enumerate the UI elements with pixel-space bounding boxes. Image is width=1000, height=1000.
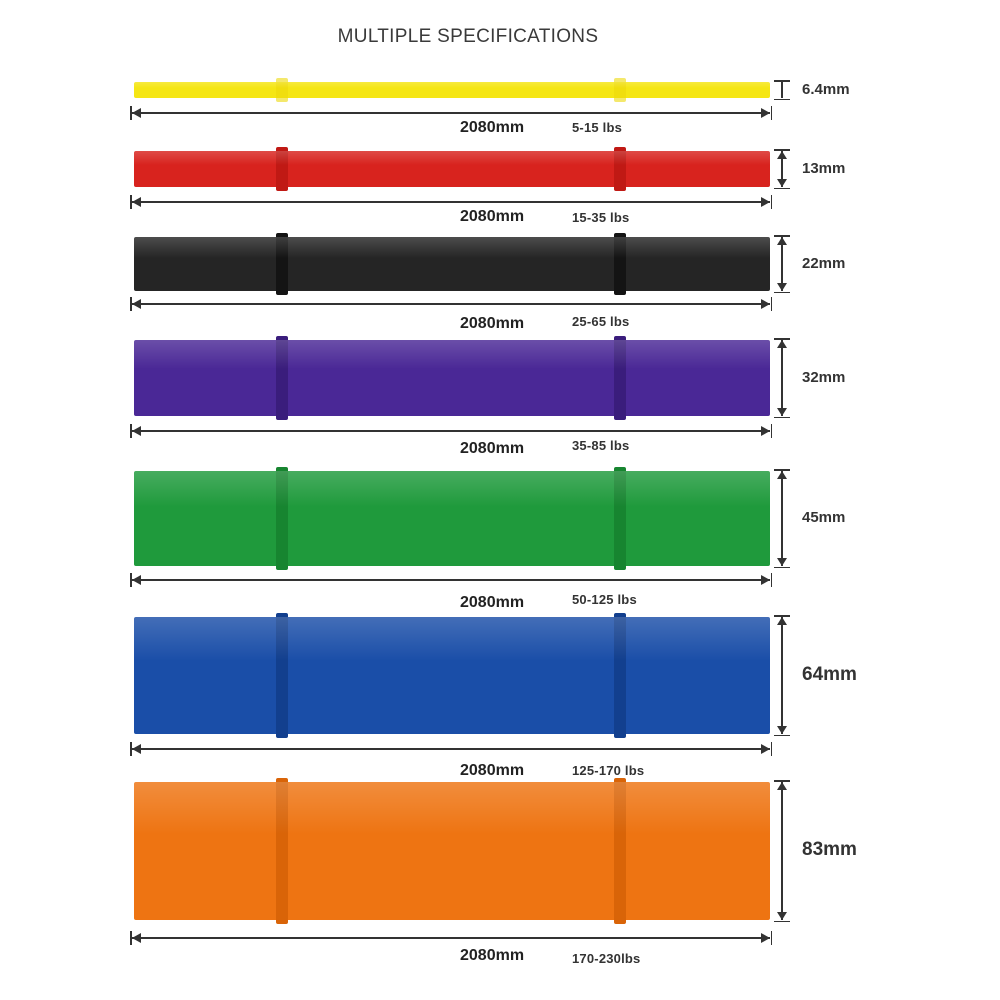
thickness-label: 32mm	[802, 368, 846, 386]
resistance-label: 5-15 lbs	[572, 120, 623, 135]
length-dimension-arrow	[130, 931, 772, 945]
resistance-band	[134, 336, 770, 420]
length-dimension-arrow	[130, 297, 772, 311]
thickness-label: 6.4mm	[802, 80, 850, 98]
resistance-label: 170-230lbs	[572, 951, 641, 966]
thickness-dimension-arrow	[774, 235, 790, 293]
resistance-band	[134, 778, 770, 924]
resistance-band	[134, 78, 770, 102]
resistance-label: 125-170 lbs	[572, 763, 645, 778]
length-label: 2080mm	[460, 947, 525, 964]
thickness-dimension-arrow	[774, 338, 790, 418]
band-joint	[276, 336, 288, 420]
band-highlight	[134, 340, 770, 369]
band-highlight	[134, 151, 770, 165]
resistance-band	[134, 467, 770, 570]
band-joint	[614, 336, 626, 420]
band-joint	[276, 778, 288, 924]
resistance-band	[134, 613, 770, 738]
band-highlight	[134, 237, 770, 258]
band-joint	[614, 613, 626, 738]
resistance-band	[134, 147, 770, 191]
thickness-label: 13mm	[802, 159, 846, 177]
length-dimension-arrow	[130, 106, 772, 120]
length-label: 2080mm	[460, 440, 525, 457]
length-dimension-arrow	[130, 573, 772, 587]
band-highlight	[134, 782, 770, 835]
band-highlight	[134, 82, 770, 89]
band-highlight	[134, 471, 770, 508]
band-joint	[276, 233, 288, 295]
band-joint	[276, 147, 288, 191]
resistance-label: 25-65 lbs	[572, 314, 630, 329]
thickness-dimension-arrow	[774, 780, 790, 922]
thickness-label: 64mm	[802, 663, 857, 685]
resistance-label: 15-35 lbs	[572, 210, 630, 225]
band-joint	[614, 778, 626, 924]
thickness-label: 45mm	[802, 509, 846, 527]
band-joint	[614, 78, 626, 102]
length-label: 2080mm	[460, 315, 525, 332]
thickness-dimension-arrow	[774, 469, 790, 568]
thickness-label: 83mm	[802, 839, 857, 861]
band-joint	[276, 467, 288, 570]
band-joint	[614, 147, 626, 191]
thickness-label: 22mm	[802, 254, 846, 272]
thickness-dimension-arrow	[774, 80, 790, 100]
resistance-label: 35-85 lbs	[572, 438, 630, 453]
page-title: MULTIPLE SPECIFICATIONS	[337, 26, 599, 47]
length-label: 2080mm	[460, 208, 525, 225]
thickness-dimension-arrow	[774, 149, 790, 189]
length-label: 2080mm	[460, 762, 525, 779]
band-highlight	[134, 617, 770, 662]
length-label: 2080mm	[460, 594, 525, 611]
length-dimension-arrow	[130, 742, 772, 756]
band-joint	[614, 467, 626, 570]
length-dimension-arrow	[130, 424, 772, 438]
band-joint	[614, 233, 626, 295]
thickness-dimension-arrow	[774, 615, 790, 736]
band-joint	[276, 613, 288, 738]
length-label: 2080mm	[460, 119, 525, 136]
band-joint	[276, 78, 288, 102]
length-dimension-arrow	[130, 195, 772, 209]
resistance-label: 50-125 lbs	[572, 592, 637, 607]
resistance-band	[134, 233, 770, 295]
